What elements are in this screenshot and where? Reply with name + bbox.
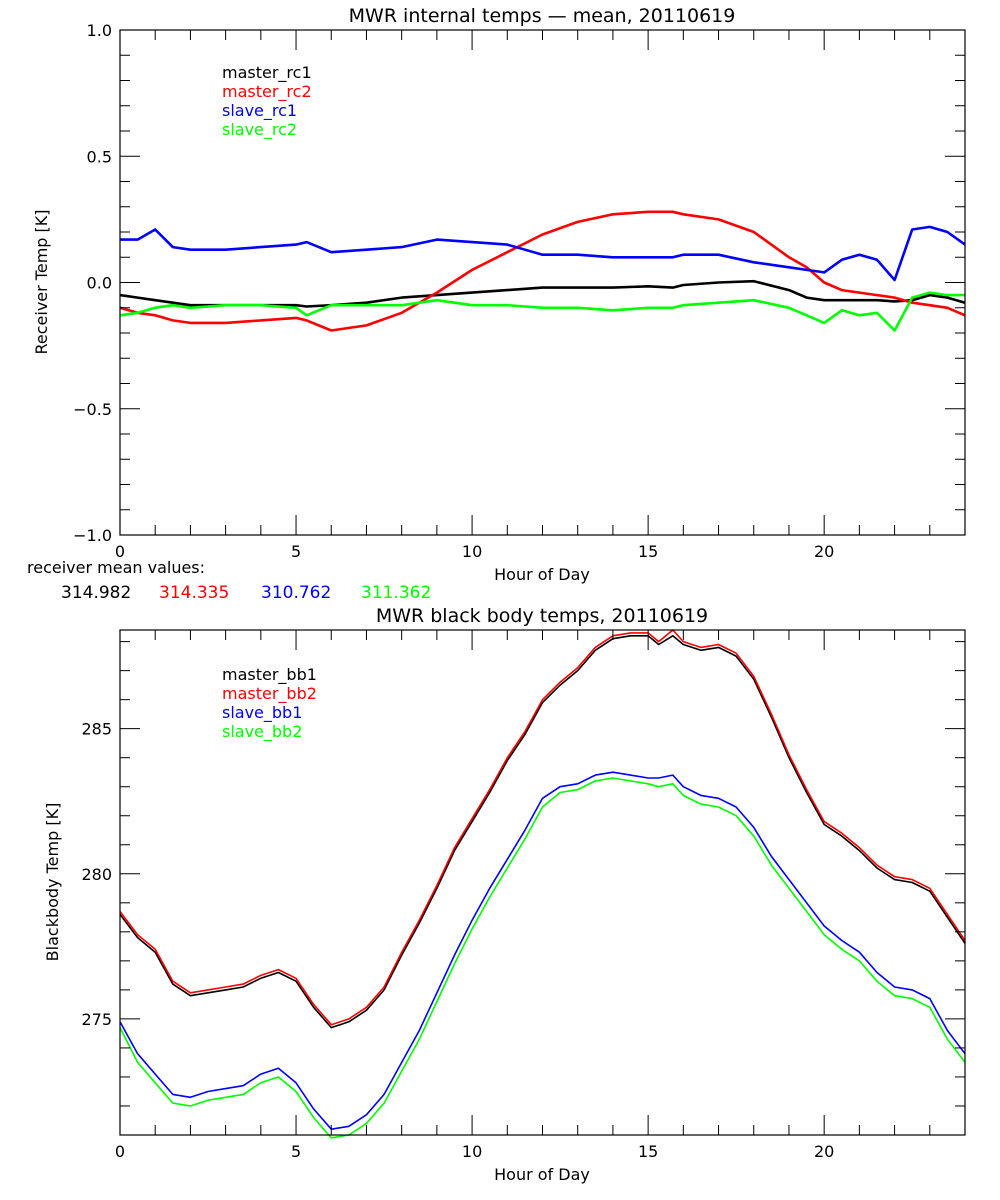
legend-entry-master_rc1: master_rc1 xyxy=(222,63,312,83)
series-line-slave_rc1 xyxy=(120,225,966,282)
y-tick-label: 0.0 xyxy=(87,274,112,293)
x-tick-label: 5 xyxy=(291,542,301,561)
receiver-mean-value: 311.362 xyxy=(361,583,431,603)
x-tick-label: 5 xyxy=(291,1142,301,1161)
y-tick-label: 285 xyxy=(81,720,112,739)
legend-entry-slave_rc1: slave_rc1 xyxy=(222,101,297,121)
y-tick-label: 0.5 xyxy=(87,147,112,166)
series-line-slave_rc2 xyxy=(119,291,965,332)
x-tick-label: 0 xyxy=(115,542,125,561)
receiver-mean-value: 314.982 xyxy=(61,583,131,603)
series-line-master_bb1 xyxy=(119,634,966,1029)
series-group xyxy=(119,629,966,1139)
receiver-mean-value: 310.762 xyxy=(261,583,331,603)
receiver-mean-value: 314.335 xyxy=(159,583,229,603)
series-line-master_bb2 xyxy=(119,629,966,1026)
x-tick-label: 20 xyxy=(814,542,834,561)
y-axis-label: Blackbody Temp [K] xyxy=(43,803,62,962)
legend-entry-slave_bb1: slave_bb1 xyxy=(222,703,302,723)
receiver-mean-annotation: receiver mean values: 314.982 314.335 31… xyxy=(27,558,431,603)
blackbody-temp-chart: MWR black body temps, 20110619 0 5 10 15 20 2… xyxy=(43,605,966,1184)
x-tick-label: 0 xyxy=(115,1142,125,1161)
x-tick-label: 15 xyxy=(638,1142,658,1161)
x-axis-label: Hour of Day xyxy=(494,565,590,584)
y-tick-label: 275 xyxy=(81,1010,112,1029)
x-tick-label: 10 xyxy=(462,542,482,561)
series-group xyxy=(119,210,966,332)
ticks-group: 0 5 10 15 20 −1.0 −0.5 0.0 0.5 1.0 xyxy=(73,21,966,561)
ticks-group: 0 5 10 15 20 275 280 285 xyxy=(81,630,966,1161)
x-axis-label: Hour of Day xyxy=(494,1165,590,1184)
legend-entry-master_bb1: master_bb1 xyxy=(222,665,317,685)
legend-entry-slave_rc2: slave_rc2 xyxy=(222,120,297,140)
receiver-temp-chart: MWR internal temps — mean, 20110619 0 5 10… xyxy=(32,5,966,584)
y-tick-label: −0.5 xyxy=(73,400,112,419)
y-tick-label: 280 xyxy=(81,865,112,884)
y-tick-label: 1.0 xyxy=(87,21,112,40)
series-line-slave_bb2 xyxy=(119,777,966,1139)
y-tick-label: −1.0 xyxy=(73,526,112,545)
series-line-master_rc1 xyxy=(119,279,966,308)
x-tick-label: 20 xyxy=(814,1142,834,1161)
series-line-slave_bb1 xyxy=(119,771,966,1130)
receiver-mean-label: receiver mean values: xyxy=(27,558,205,577)
y-axis-label: Receiver Temp [K] xyxy=(32,209,51,354)
legend-entry-master_rc2: master_rc2 xyxy=(222,82,312,102)
chart-title: MWR black body temps, 20110619 xyxy=(376,605,708,627)
x-tick-label: 10 xyxy=(462,1142,482,1161)
legend-entry-slave_bb2: slave_bb2 xyxy=(222,722,302,742)
series-line-master_rc2 xyxy=(119,210,966,332)
x-tick-label: 15 xyxy=(638,542,658,561)
legend-entry-master_bb2: master_bb2 xyxy=(222,684,317,704)
chart-title: MWR internal temps — mean, 20110619 xyxy=(349,5,736,27)
